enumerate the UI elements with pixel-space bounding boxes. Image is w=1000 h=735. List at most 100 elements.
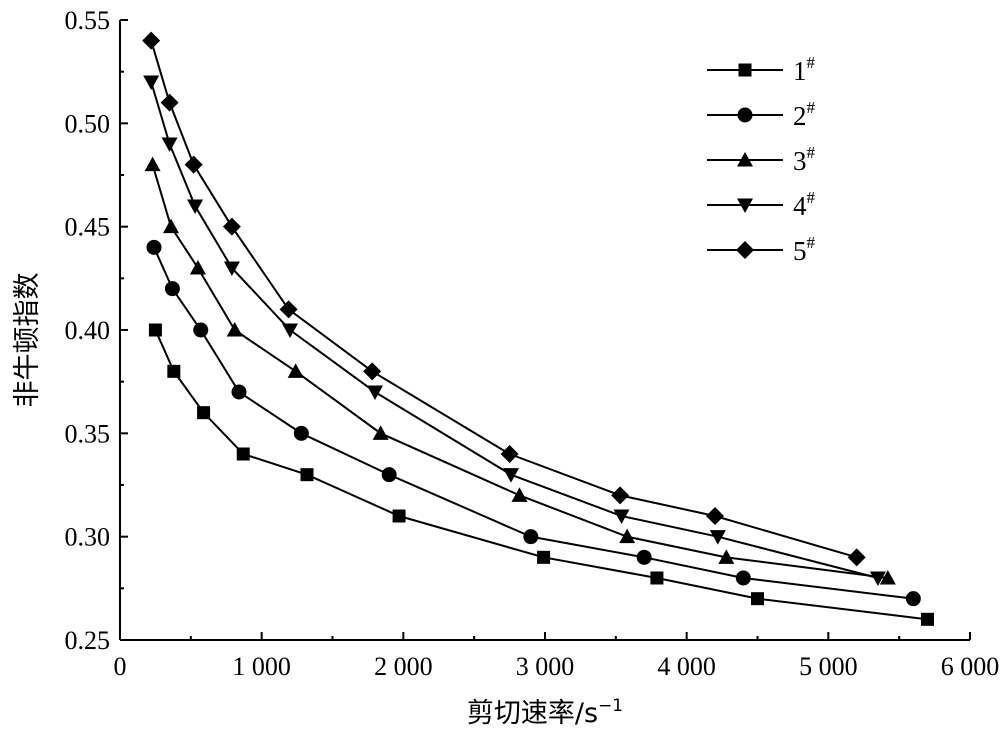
data-point	[222, 217, 241, 236]
legend-label-sup: #	[807, 143, 816, 162]
data-point	[142, 31, 161, 50]
series-line	[151, 164, 888, 579]
legend-label: 2#	[793, 98, 816, 131]
x-tick-label: 0	[114, 652, 127, 681]
data-point	[735, 570, 751, 586]
data-point	[163, 218, 179, 234]
data-point	[187, 199, 204, 214]
data-point	[300, 468, 314, 482]
series-layer	[142, 31, 934, 626]
legend-item-1: 1#	[707, 53, 816, 86]
series-1	[148, 323, 934, 626]
x-axis: 0 1 000 2 000 3 000 4 000 5 000 6 000	[114, 632, 1000, 681]
x-tick-label: 2 000	[374, 652, 433, 681]
data-point	[144, 156, 161, 172]
data-point	[282, 323, 298, 338]
data-point	[161, 137, 178, 152]
legend-marker	[736, 241, 754, 259]
legend-item-3: 3#	[707, 143, 816, 176]
x-tick-label: 6 000	[941, 652, 1000, 681]
data-point	[146, 239, 162, 255]
data-point	[511, 487, 528, 502]
legend-marker	[738, 63, 752, 77]
legend-item-4: 4#	[707, 188, 816, 221]
data-point	[709, 530, 726, 545]
data-point	[236, 447, 250, 461]
data-point	[879, 570, 896, 585]
series-2	[146, 239, 921, 607]
data-point	[189, 260, 206, 275]
legend-label: 3#	[793, 143, 816, 176]
series-line	[153, 246, 914, 600]
series-5	[142, 31, 866, 567]
x-tick-label: 4 000	[657, 652, 716, 681]
data-point	[293, 425, 309, 441]
legend-label: 1#	[793, 53, 816, 86]
data-point	[167, 364, 181, 378]
data-point	[372, 425, 389, 440]
data-point	[619, 528, 636, 544]
data-point	[500, 445, 519, 463]
data-point	[143, 75, 160, 90]
data-point	[706, 507, 724, 525]
data-point	[164, 281, 180, 297]
data-point	[537, 550, 551, 564]
series-4	[143, 75, 886, 586]
y-tick-label: 0.30	[65, 523, 111, 552]
data-point	[184, 155, 203, 174]
data-point	[287, 363, 304, 378]
data-point	[523, 529, 539, 545]
data-point	[197, 406, 211, 420]
legend-label: 4#	[793, 188, 816, 221]
data-point	[503, 468, 519, 483]
data-point	[193, 322, 209, 338]
data-point	[905, 591, 921, 607]
data-point	[279, 300, 298, 319]
data-point	[751, 592, 764, 606]
y-tick-label: 0.50	[65, 109, 111, 138]
legend-label-sup: #	[807, 188, 816, 207]
legend-marker	[737, 152, 753, 167]
data-point	[363, 362, 382, 381]
data-point	[718, 549, 735, 564]
y-tick-label: 0.35	[65, 419, 111, 448]
y-axis-title: 非牛顿指数	[12, 273, 43, 408]
data-point	[921, 612, 934, 626]
data-point	[226, 322, 243, 337]
data-point	[231, 384, 247, 400]
legend-marker	[737, 107, 753, 123]
legend-marker	[737, 198, 753, 213]
legend-item-2: 2#	[707, 98, 816, 131]
series-3	[144, 156, 896, 585]
data-point	[611, 486, 630, 505]
plot-area	[119, 20, 970, 641]
data-point	[148, 323, 162, 337]
series-line	[154, 329, 928, 621]
series-line	[150, 40, 857, 559]
y-tick-label: 0.40	[65, 316, 111, 345]
data-point	[392, 509, 406, 523]
data-point	[869, 571, 886, 586]
series-line	[150, 81, 879, 579]
data-point	[223, 261, 240, 276]
y-tick-label: 0.25	[65, 626, 111, 655]
legend-item-5: 5#	[707, 233, 816, 266]
legend: 1# 2# 3# 4# 5#	[707, 53, 816, 266]
x-axis-title: 剪切速率/s−1	[467, 696, 623, 729]
x-tick-label: 1 000	[232, 652, 291, 681]
data-point	[381, 467, 397, 483]
data-point	[636, 549, 652, 565]
legend-label-sup: #	[807, 53, 816, 72]
data-point	[847, 548, 866, 567]
x-tick-label: 3 000	[516, 652, 575, 681]
y-axis: 0.25 0.30 0.35 0.40 0.45 0.50 0.55	[65, 6, 128, 655]
y-tick-label: 0.55	[65, 6, 111, 35]
data-point	[613, 509, 630, 524]
legend-label-sup: #	[807, 98, 816, 117]
x-tick-label: 5 000	[799, 652, 858, 681]
x-axis-title-sup: −1	[598, 696, 623, 716]
legend-label-sup: #	[807, 233, 816, 252]
data-point	[650, 571, 664, 585]
data-point	[367, 385, 383, 400]
data-point	[160, 93, 179, 112]
